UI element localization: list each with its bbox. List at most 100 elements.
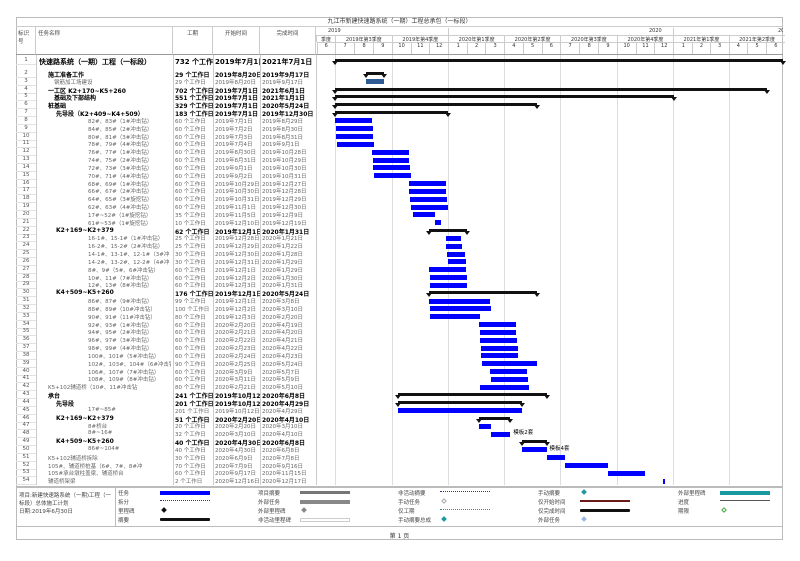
timeline-year: 20	[673, 28, 783, 35]
task-duration: 99 个工作日	[175, 299, 206, 306]
task-finish: 2020年1月29日	[262, 259, 303, 266]
page-number: 第 1 页	[389, 533, 410, 540]
task-name: 快速路系统（一期）工程（一标段）	[39, 58, 151, 66]
task-bar[interactable]	[480, 337, 518, 343]
task-start: 2019年12月2日	[215, 306, 256, 313]
task-finish: 2020年1月29日	[262, 267, 303, 274]
task-duration: 60 个工作日	[175, 189, 206, 196]
task-finish: 2019年9月17日	[262, 72, 310, 79]
row-id: 25	[16, 250, 36, 259]
timeline-month: 3	[485, 42, 505, 54]
task-start: 2019年12月10日	[215, 220, 260, 227]
task-bar[interactable]	[413, 212, 435, 218]
task-bar[interactable]	[372, 157, 410, 163]
task-bar[interactable]	[446, 243, 462, 249]
task-bar[interactable]	[480, 345, 518, 351]
task-finish: 2020年12月17日	[262, 479, 307, 486]
timeline-month: 4	[504, 42, 523, 54]
task-bar[interactable]	[663, 478, 666, 484]
task-bar[interactable]	[434, 220, 441, 226]
timeline-quarter: 2020年第2季度	[504, 35, 561, 42]
task-bar[interactable]	[371, 149, 409, 155]
task-bar[interactable]	[478, 322, 516, 328]
task-finish: 2020年3月10日	[262, 424, 303, 431]
task-bar[interactable]	[446, 251, 466, 257]
col-header-start[interactable]: 开始时间	[213, 27, 260, 55]
task-bar[interactable]	[479, 384, 529, 390]
task-bar[interactable]	[429, 298, 490, 304]
col-header-name[interactable]: 任务名称	[36, 27, 173, 55]
task-finish: 2020年4月19日	[262, 322, 303, 329]
row-id: 41	[16, 375, 36, 384]
task-bar[interactable]	[478, 423, 492, 429]
quarter-gridline	[391, 55, 393, 485]
col-header-id[interactable]: 标识号	[16, 27, 36, 55]
row-id: 44	[16, 399, 36, 407]
task-bar[interactable]	[398, 408, 522, 414]
dotted-line-icon	[160, 500, 210, 501]
task-bar[interactable]	[546, 455, 565, 461]
task-finish: 2020年7月8日	[262, 455, 300, 462]
task-start: 2020年2月23日	[215, 346, 256, 353]
task-bar[interactable]	[608, 470, 645, 476]
col-header-duration[interactable]: 工期	[173, 27, 213, 55]
task-name: 17#~85#	[88, 406, 116, 413]
task-duration: 60 个工作日	[175, 346, 206, 353]
task-bar[interactable]	[429, 306, 492, 312]
task-bar[interactable]	[409, 188, 447, 194]
timeline-month: 7	[335, 42, 355, 54]
task-bar[interactable]	[481, 361, 538, 367]
task-bar[interactable]	[410, 196, 447, 202]
task-bar[interactable]	[565, 463, 609, 468]
task-name: 88#、89#（10#冲击钻）	[88, 306, 156, 313]
task-bar[interactable]	[410, 204, 448, 210]
task-bar[interactable]	[445, 235, 462, 241]
row-id: 32	[16, 305, 36, 313]
quarter-gridline	[335, 55, 336, 485]
task-bar[interactable]	[429, 275, 467, 281]
task-bar[interactable]	[408, 181, 446, 187]
task-name: 8#、9#（5#、6#冲击钻）	[88, 267, 159, 274]
timeline-quarter: 季度	[316, 35, 335, 42]
task-bar[interactable]	[373, 173, 411, 179]
task-bar[interactable]	[491, 376, 529, 382]
task-bar[interactable]	[481, 353, 519, 359]
row-id: 22	[16, 227, 36, 235]
task-bar[interactable]	[490, 431, 511, 437]
task-duration: 51 个工作日	[175, 416, 210, 424]
column-divider	[173, 55, 174, 485]
task-bar[interactable]	[479, 329, 517, 335]
task-bar[interactable]	[335, 118, 372, 124]
task-start: 2019年12月1日	[215, 267, 256, 274]
task-bar[interactable]	[489, 369, 527, 375]
row-id: 42	[16, 383, 36, 392]
task-finish: 2020年4月22日	[262, 346, 303, 353]
task-bar[interactable]	[430, 314, 480, 320]
task-bar[interactable]	[373, 165, 411, 171]
row-id: 13	[16, 156, 36, 165]
task-bar[interactable]	[430, 282, 468, 288]
task-bar[interactable]	[365, 79, 384, 85]
task-duration: 60 个工作日	[175, 142, 206, 149]
task-bar[interactable]	[335, 126, 373, 132]
teal-dotted-icon	[440, 509, 490, 510]
gray-line-icon	[720, 500, 770, 501]
task-bar[interactable]	[447, 259, 466, 265]
task-finish: 2020年9月16日	[262, 463, 303, 470]
task-start: 2019年10月29日	[215, 181, 260, 188]
task-bar[interactable]	[336, 134, 374, 140]
task-name: 108#、109#（8#冲击钻）	[88, 377, 160, 384]
task-name: 78#、79#（4#冲击钻）	[88, 142, 153, 149]
task-name: 105#、辅道桥桩基（6#、7#、8#冲	[48, 463, 143, 470]
summary-cap-end	[763, 89, 770, 94]
task-start: 2019年12月29日	[215, 244, 260, 251]
legend-label: 手动摘要总成	[398, 518, 432, 524]
quarter-gridline	[616, 55, 618, 485]
legend-label: 仅工期	[398, 509, 415, 515]
timeline-header: 2019202020季度2019年第3季度2019年第4季度2020年第1季度2…	[316, 27, 785, 55]
task-bar[interactable]	[521, 447, 547, 453]
task-bar[interactable]	[336, 141, 374, 147]
task-bar[interactable]	[429, 267, 466, 273]
col-header-finish[interactable]: 完成时间	[260, 27, 316, 55]
